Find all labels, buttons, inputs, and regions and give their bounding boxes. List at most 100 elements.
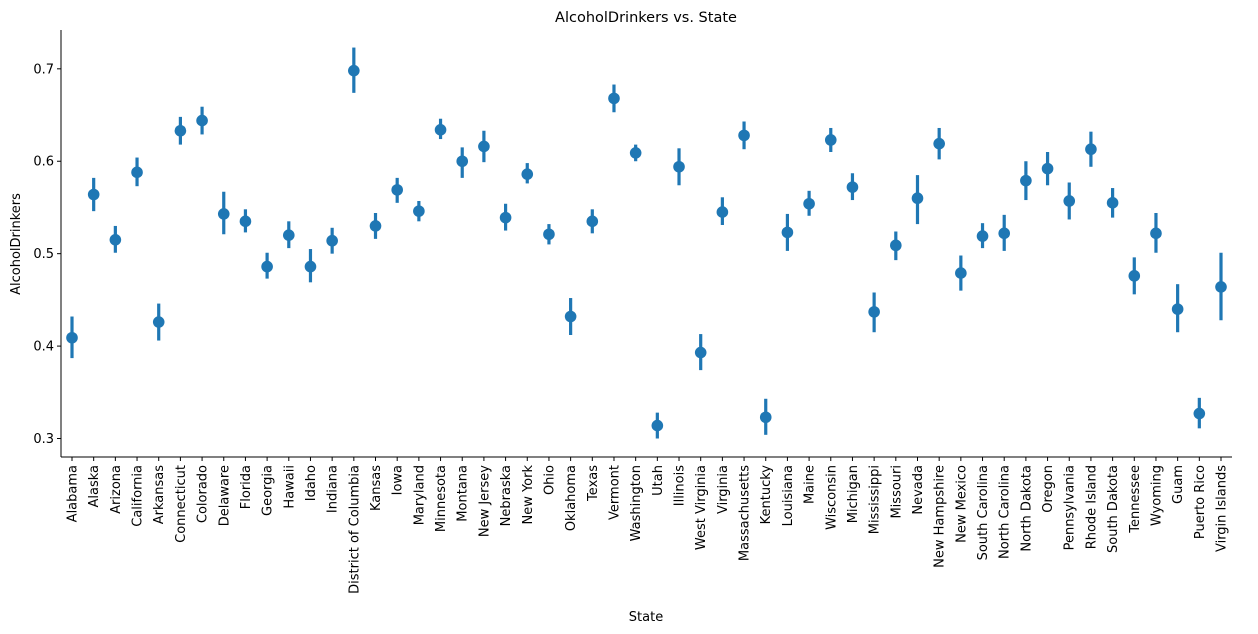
x-tick-label: Virginia — [716, 465, 731, 514]
x-tick-label: Arizona — [109, 465, 124, 514]
x-tick-label: Iowa — [391, 465, 406, 495]
data-point — [890, 239, 902, 252]
x-tick-label: Kentucky — [759, 465, 774, 525]
data-point — [543, 228, 555, 241]
x-tick-label: Nebraska — [499, 465, 514, 526]
y-axis-label: AlcoholDrinkers — [9, 193, 24, 295]
data-point — [933, 137, 945, 150]
x-tick-label: Hawaii — [282, 465, 297, 509]
x-tick-label: District of Columbia — [347, 465, 362, 594]
x-tick-label: North Dakota — [1019, 465, 1034, 552]
data-point — [781, 226, 794, 239]
x-tick-label: North Carolina — [998, 465, 1013, 559]
x-tick-label: Maryland — [412, 465, 427, 525]
x-tick-label: Virgin Islands — [1215, 465, 1230, 552]
data-point — [1041, 162, 1054, 175]
x-tick-label: Wisconsin — [824, 465, 839, 530]
data-point — [239, 215, 252, 228]
x-tick-label: Guam — [1171, 465, 1186, 504]
x-tick-label: Rhode Island — [1084, 465, 1099, 549]
x-tick-label: Illinois — [673, 465, 688, 506]
x-tick-label: Florida — [239, 465, 254, 509]
data-point — [824, 134, 837, 146]
y-tick-label: 0.3 — [33, 432, 54, 447]
y-tick-label: 0.4 — [33, 340, 54, 355]
x-tick-label: Utah — [651, 465, 666, 496]
x-tick-label: Louisiana — [781, 465, 796, 526]
data-point — [629, 147, 642, 159]
x-tick-label: Nevada — [911, 465, 926, 515]
data-point — [391, 184, 403, 196]
x-tick-label: Idaho — [304, 465, 319, 501]
data-point — [564, 310, 577, 323]
chart-title: AlcoholDrinkers vs. State — [555, 10, 737, 26]
data-point — [1085, 143, 1097, 156]
data-point — [738, 129, 750, 142]
data-point — [304, 260, 317, 273]
x-tick-label: Wyoming — [1149, 465, 1164, 526]
x-tick-label: Missouri — [889, 465, 904, 519]
plot-area: 0.3 0.4 0.5 0.6 0.7 Alabama Alaska Arizona Calif… — [33, 30, 1232, 594]
data-point — [976, 230, 989, 242]
data-point — [1150, 227, 1162, 240]
x-tick-label: Alaska — [87, 465, 102, 508]
x-tick-label: Connecticut — [174, 465, 189, 543]
data-point — [456, 155, 469, 168]
data-point — [1215, 281, 1227, 293]
x-tick-label: Delaware — [217, 465, 232, 526]
data-point — [1106, 197, 1119, 209]
data-point — [759, 411, 772, 424]
x-tick-label: Georgia — [261, 465, 276, 516]
data-point — [499, 211, 512, 224]
data-point — [217, 208, 230, 220]
y-tick-label: 0.6 — [33, 155, 54, 170]
data-point — [413, 205, 425, 217]
data-point — [846, 181, 859, 193]
data-point — [955, 267, 967, 279]
data-point — [1171, 303, 1184, 315]
data-point — [868, 306, 880, 318]
data-point — [673, 160, 685, 173]
data-point — [434, 124, 447, 136]
x-tick-label: Pennsylvania — [1063, 465, 1078, 550]
data-point — [174, 124, 187, 137]
data-point — [369, 220, 382, 232]
y-tick-label: 0.5 — [33, 247, 54, 262]
data-point — [196, 114, 208, 127]
x-tick-label: New York — [521, 465, 536, 525]
data-point — [326, 234, 338, 247]
x-tick-label: Maine — [803, 465, 818, 504]
x-tick-label: Mississippi — [868, 465, 883, 534]
x-tick-label: South Carolina — [976, 465, 991, 560]
data-point — [152, 316, 165, 328]
x-tick-label: Michigan — [846, 465, 861, 523]
data-point — [66, 331, 78, 344]
data-point — [1063, 195, 1076, 207]
data-point — [694, 346, 707, 359]
x-tick-label: Indiana — [326, 465, 341, 513]
x-tick-label: Arkansas — [152, 465, 167, 524]
x-tick-label: South Dakota — [1106, 465, 1121, 553]
x-tick-label: Kansas — [369, 465, 384, 511]
data-point — [1020, 174, 1032, 187]
data-point — [87, 188, 100, 201]
x-tick-label: Minnesota — [434, 465, 449, 532]
x-tick-label: New Jersey — [477, 465, 492, 537]
data-point — [109, 234, 122, 246]
x-tick-label: Oklahoma — [564, 465, 579, 531]
x-tick-label: Oregon — [1041, 465, 1056, 513]
data-point — [1128, 270, 1141, 282]
data-point — [998, 227, 1011, 240]
data-point — [716, 206, 729, 218]
x-tick-label: Washington — [629, 465, 644, 541]
data-point — [131, 166, 143, 179]
y-tick-label: 0.7 — [33, 62, 54, 77]
x-tick-label: Texas — [586, 465, 601, 502]
x-tick-label: Ohio — [542, 465, 557, 495]
data-point — [521, 168, 534, 180]
data-point — [348, 64, 360, 77]
x-tick-label: West Virginia — [694, 465, 709, 550]
x-tick-label: Puerto Rico — [1193, 465, 1208, 539]
data-point — [261, 260, 273, 273]
